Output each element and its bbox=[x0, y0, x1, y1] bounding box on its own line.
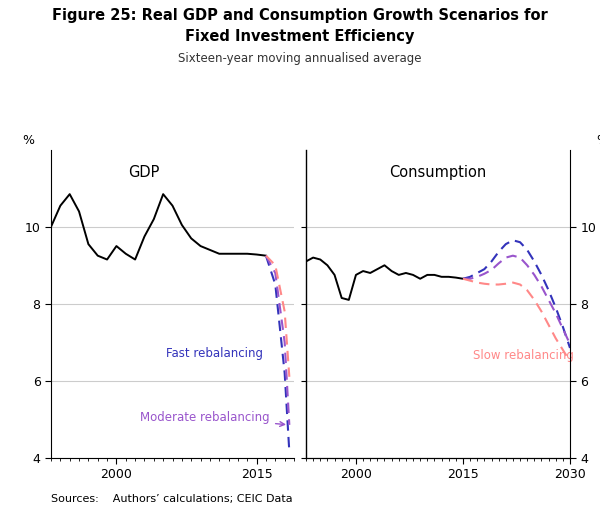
Text: Fast rebalancing: Fast rebalancing bbox=[166, 347, 263, 360]
Text: Fixed Investment Efficiency: Fixed Investment Efficiency bbox=[185, 29, 415, 44]
Text: GDP: GDP bbox=[128, 165, 159, 180]
Text: Slow rebalancing: Slow rebalancing bbox=[473, 349, 574, 362]
Text: %: % bbox=[22, 134, 34, 147]
Text: Sixteen-year moving annualised average: Sixteen-year moving annualised average bbox=[178, 52, 422, 65]
Text: Moderate rebalancing: Moderate rebalancing bbox=[140, 410, 284, 427]
Text: Figure 25: Real GDP and Consumption Growth Scenarios for: Figure 25: Real GDP and Consumption Grow… bbox=[52, 8, 548, 23]
Text: Sources:    Authors’ calculations; CEIC Data: Sources: Authors’ calculations; CEIC Dat… bbox=[51, 494, 293, 504]
Text: %: % bbox=[596, 134, 600, 147]
Text: Consumption: Consumption bbox=[389, 165, 487, 180]
